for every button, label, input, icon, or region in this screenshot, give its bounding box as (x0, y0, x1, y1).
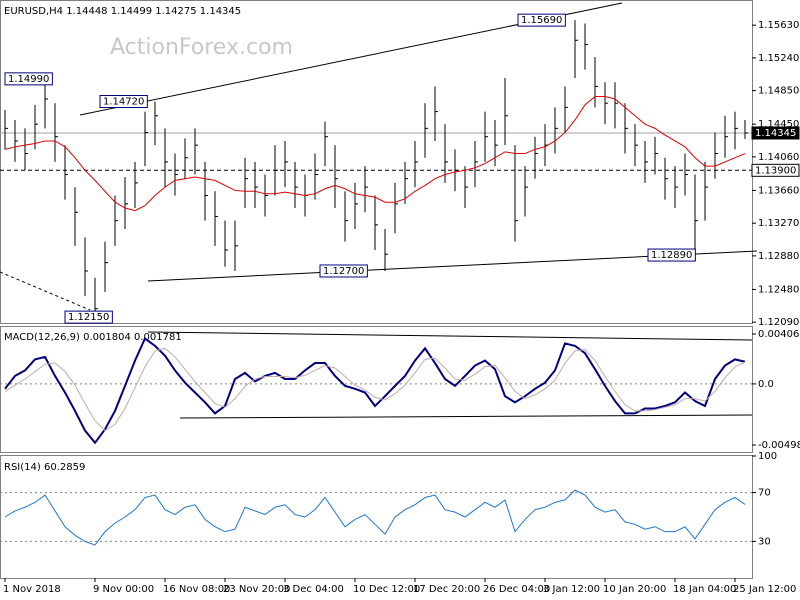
macd-upper-line (147, 331, 753, 341)
pane-frames (0, 0, 753, 579)
x-tick-label: 16 Nov 08:00 (163, 584, 230, 595)
dashed-trend-line (0, 271, 91, 311)
x-tick-label: 25 Jan 12:00 (733, 584, 796, 595)
y-tick-label: 30 (758, 536, 771, 547)
x-tick-label: 23 Nov 20:00 (223, 584, 290, 595)
pane-title: RSI(14) 60.2859 (4, 462, 85, 473)
price-annotation-label: 1.14720 (103, 97, 144, 108)
price-annotation-box (517, 13, 566, 27)
price-annotation-box (99, 95, 148, 109)
price-annotation-label: 1.12890 (651, 250, 692, 261)
price-annotation-label: 1.12700 (323, 266, 364, 277)
y-tick-label: 0.004069 (758, 329, 800, 340)
price-level-box (751, 126, 800, 140)
price-level-label: 1.13900 (755, 165, 796, 176)
macd-pane (0, 326, 753, 453)
x-tick-label: 1 Nov 2018 (3, 584, 61, 595)
price-level-label: 1.14345 (755, 128, 796, 139)
x-tick-label: 10 Jan 20:00 (603, 584, 666, 595)
y-tick-label: 100 (758, 451, 777, 462)
price-annotation-box (64, 310, 113, 324)
y-tick-label: 1.12880 (758, 251, 799, 262)
y-tick-label: 70 (758, 488, 771, 499)
y-tick-label: 1.13270 (758, 218, 799, 229)
price-level-box (751, 163, 800, 177)
y-tick-label: -0.004981 (758, 440, 800, 451)
watermark: ActionForex.com (110, 35, 293, 60)
rsi-pane (0, 455, 753, 579)
price-annotation-box (4, 72, 53, 86)
series-line (4, 336, 746, 445)
series-line (4, 489, 746, 546)
x-tick-label: 26 Dec 04:00 (483, 584, 550, 595)
y-tick-label: 1.12090 (758, 317, 799, 328)
x-tick-label: 10 Dec 12:00 (353, 584, 420, 595)
price-annotation-label: 1.12150 (68, 312, 109, 323)
pane-title: MACD(12,26,9) 0.001804 0.001781 (4, 332, 182, 343)
price-pane (0, 0, 753, 324)
y-tick-label: 1.15630 (758, 20, 799, 31)
price-annotation-box (319, 264, 368, 278)
x-tick-label: 18 Jan 04:00 (673, 584, 736, 595)
y-tick-label: 1.14060 (758, 152, 799, 163)
y-tick-label: 1.14450 (758, 119, 799, 130)
y-tick-label: 1.14850 (758, 86, 799, 97)
series-line (4, 95, 746, 212)
price-annotation-label: 1.14990 (8, 74, 49, 85)
price-annotation-label: 1.15690 (521, 15, 562, 26)
pane-title: EURUSD,H4 1.14448 1.14499 1.14275 1.1434… (4, 6, 241, 17)
x-tick-label: 3 Dec 04:00 (283, 584, 344, 595)
series-line (4, 347, 746, 432)
x-tick-label: 17 Dec 20:00 (413, 584, 480, 595)
y-tick-label: 0.0 (758, 379, 774, 390)
x-tick-label: 9 Nov 00:00 (93, 584, 154, 595)
y-tick-label: 1.15240 (758, 53, 799, 64)
y-tick-label: 1.12480 (758, 284, 799, 295)
x-tick-label: 3 Jan 12:00 (543, 584, 600, 595)
macd-lower-line (179, 414, 753, 419)
y-tick-label: 1.13660 (758, 185, 799, 196)
price-annotation-box (647, 248, 696, 262)
